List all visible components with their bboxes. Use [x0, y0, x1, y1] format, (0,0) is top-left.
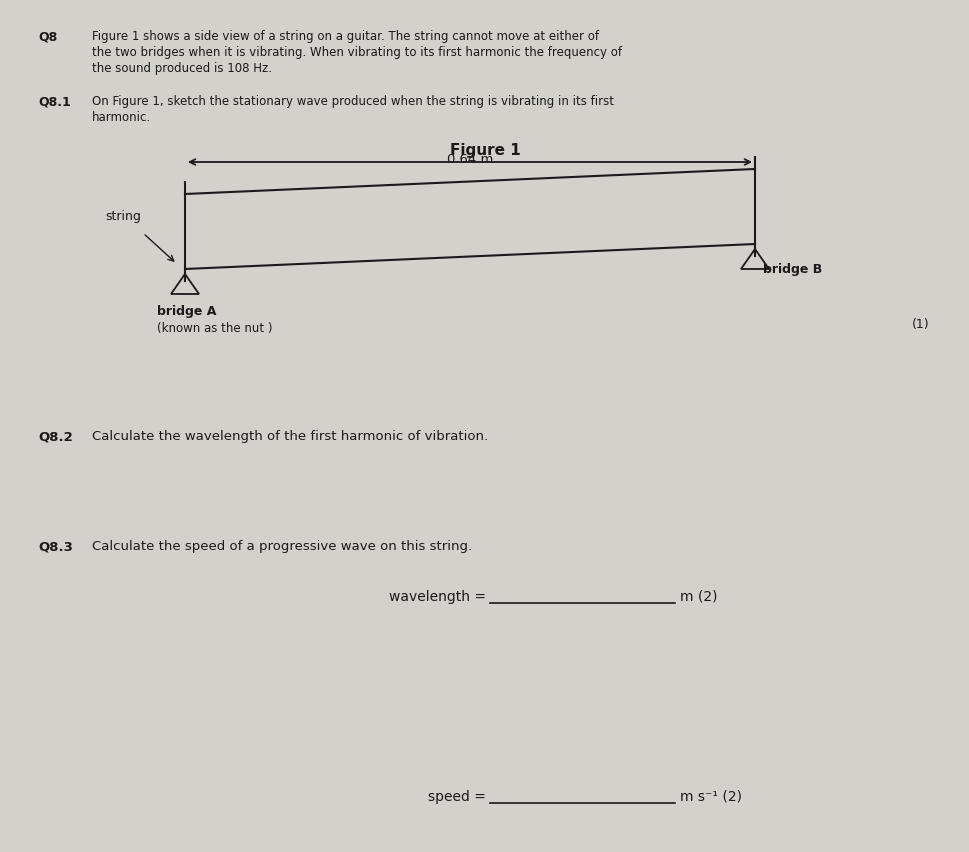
- Text: Q8.1: Q8.1: [38, 95, 71, 108]
- Text: bridge B: bridge B: [763, 262, 822, 276]
- Text: (1): (1): [912, 318, 929, 331]
- Text: string: string: [105, 210, 141, 222]
- Text: m (2): m (2): [679, 590, 717, 603]
- Text: Q8: Q8: [38, 30, 57, 43]
- Text: m s⁻¹ (2): m s⁻¹ (2): [679, 789, 741, 803]
- Text: (known as the nut ): (known as the nut ): [157, 321, 272, 335]
- Text: Figure 1: Figure 1: [450, 143, 519, 158]
- Text: wavelength =: wavelength =: [389, 590, 489, 603]
- Text: harmonic.: harmonic.: [92, 111, 151, 124]
- Text: bridge A: bridge A: [157, 305, 216, 318]
- Text: On Figure 1, sketch the stationary wave produced when the string is vibrating in: On Figure 1, sketch the stationary wave …: [92, 95, 613, 108]
- Text: 0.64 m: 0.64 m: [447, 153, 492, 166]
- Text: Q8.3: Q8.3: [38, 539, 73, 552]
- Text: the two bridges when it is vibrating. When vibrating to its first harmonic the f: the two bridges when it is vibrating. Wh…: [92, 46, 621, 59]
- Text: Q8.2: Q8.2: [38, 429, 73, 442]
- Text: Calculate the speed of a progressive wave on this string.: Calculate the speed of a progressive wav…: [92, 539, 472, 552]
- Text: speed =: speed =: [427, 789, 489, 803]
- Text: Calculate the wavelength of the first harmonic of vibration.: Calculate the wavelength of the first ha…: [92, 429, 487, 442]
- Text: Figure 1 shows a side view of a string on a guitar. The string cannot move at ei: Figure 1 shows a side view of a string o…: [92, 30, 599, 43]
- Text: the sound produced is 108 Hz.: the sound produced is 108 Hz.: [92, 62, 271, 75]
